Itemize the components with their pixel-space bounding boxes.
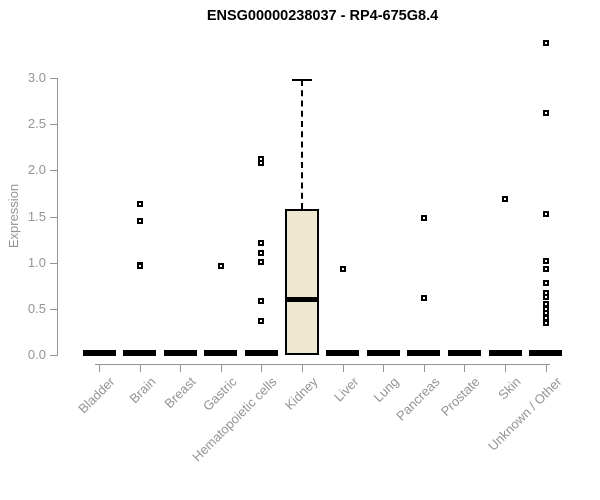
zero-median-bar bbox=[407, 350, 441, 356]
x-tick-mark bbox=[464, 364, 466, 372]
x-tick-mark bbox=[261, 364, 263, 372]
y-axis-line bbox=[57, 78, 58, 356]
outlier-point bbox=[420, 215, 427, 222]
whisker-line bbox=[301, 79, 303, 210]
outlier-point bbox=[542, 110, 549, 117]
x-tick-mark bbox=[505, 364, 506, 372]
outlier-point bbox=[258, 159, 265, 166]
outlier-point bbox=[542, 279, 549, 286]
zero-median-bar bbox=[366, 350, 400, 356]
zero-median-bar bbox=[163, 350, 197, 356]
outlier-point bbox=[136, 218, 143, 225]
outlier-point bbox=[339, 266, 346, 273]
outlier-point bbox=[258, 240, 265, 247]
zero-median-bar bbox=[326, 350, 360, 356]
y-tick-label: 2.5 bbox=[27, 116, 46, 132]
chart-title: ENSG00000238037 - RP4-675G8.4 bbox=[206, 8, 439, 24]
y-tick-label: 3.0 bbox=[27, 70, 46, 85]
y-tick-mark bbox=[50, 124, 57, 126]
x-tick-mark bbox=[220, 364, 222, 372]
outlier-point bbox=[258, 258, 265, 265]
y-tick-mark bbox=[50, 216, 57, 218]
x-tick-mark bbox=[383, 364, 385, 372]
zero-median-bar bbox=[529, 350, 563, 356]
y-tick-label: 1.5 bbox=[27, 208, 46, 224]
y-tick-mark bbox=[50, 308, 57, 310]
y-tick-mark bbox=[50, 170, 57, 172]
x-axis-line bbox=[95, 364, 550, 365]
x-tick-mark bbox=[545, 364, 547, 372]
y-tick-mark bbox=[50, 262, 57, 264]
y-tick-label: 1.0 bbox=[27, 254, 46, 270]
outlier-point bbox=[217, 263, 224, 270]
x-tick-mark bbox=[99, 364, 100, 372]
outlier-point bbox=[542, 319, 549, 326]
outlier-point bbox=[420, 294, 427, 301]
x-tick-mark bbox=[180, 364, 182, 372]
zero-median-bar bbox=[82, 350, 116, 356]
x-tick-mark bbox=[342, 364, 344, 372]
y-tick-mark bbox=[50, 355, 57, 356]
outlier-point bbox=[542, 257, 549, 264]
outlier-point bbox=[542, 210, 549, 217]
x-tick-mark bbox=[423, 364, 425, 372]
outlier-point bbox=[542, 39, 549, 46]
x-tick-mark bbox=[302, 364, 303, 372]
zero-median-bar bbox=[204, 350, 238, 356]
outlier-point bbox=[502, 195, 508, 202]
zero-median-bar bbox=[123, 350, 157, 356]
x-tick-mark bbox=[139, 364, 141, 372]
outlier-point bbox=[136, 200, 143, 207]
boxplot-median bbox=[285, 297, 319, 303]
y-tick-mark bbox=[50, 78, 57, 79]
outlier-point bbox=[136, 263, 143, 270]
outlier-point bbox=[258, 250, 265, 257]
zero-median-bar bbox=[488, 350, 522, 356]
outlier-point bbox=[542, 266, 549, 273]
y-tick-label: 2.0 bbox=[27, 162, 46, 178]
boxplot-box bbox=[285, 209, 319, 355]
outlier-point bbox=[542, 293, 549, 300]
outlier-point bbox=[258, 317, 265, 324]
whisker-cap bbox=[292, 78, 312, 81]
y-tick-label: 0.5 bbox=[27, 300, 46, 316]
y-tick-label: 0.0 bbox=[27, 347, 46, 362]
zero-median-bar bbox=[244, 350, 278, 356]
zero-median-bar bbox=[447, 350, 481, 356]
outlier-point bbox=[258, 298, 265, 305]
